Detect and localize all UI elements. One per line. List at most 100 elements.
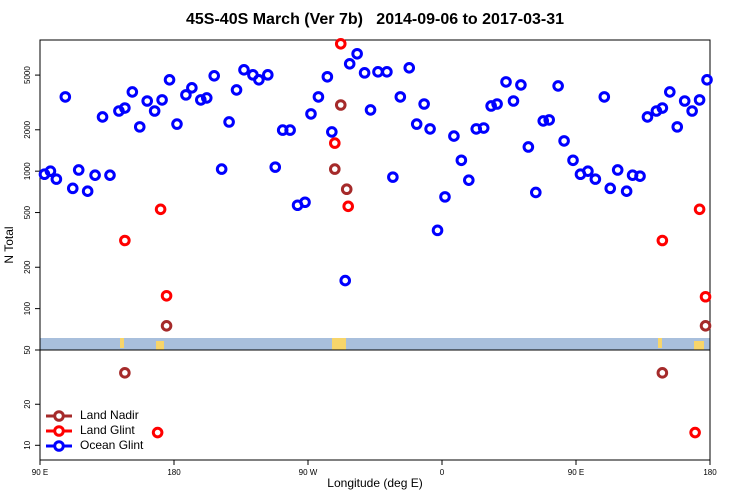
point bbox=[334, 99, 347, 111]
x-tick-label: 90 W bbox=[299, 468, 318, 477]
point bbox=[156, 94, 168, 106]
point bbox=[515, 79, 527, 91]
point bbox=[339, 274, 352, 287]
point bbox=[148, 105, 161, 117]
point bbox=[326, 126, 338, 138]
point bbox=[418, 98, 430, 110]
y-tick-label: 100 bbox=[23, 301, 32, 315]
plot-frame-bottom bbox=[39, 349, 711, 461]
point bbox=[686, 105, 698, 117]
point bbox=[567, 154, 579, 167]
point bbox=[89, 169, 101, 181]
y-tick-label: 1000 bbox=[23, 162, 32, 180]
land-strip bbox=[40, 338, 710, 350]
point bbox=[215, 163, 228, 175]
point bbox=[589, 173, 602, 185]
point bbox=[59, 91, 72, 103]
legend-marker bbox=[53, 410, 65, 422]
point bbox=[448, 130, 460, 142]
point bbox=[126, 86, 139, 98]
point bbox=[343, 58, 356, 70]
y-tick-label: 5000 bbox=[23, 66, 32, 84]
point bbox=[180, 89, 192, 101]
point bbox=[507, 95, 520, 107]
point bbox=[522, 141, 535, 153]
x-tick-label: 180 bbox=[703, 468, 717, 477]
x-tick-label: 0 bbox=[440, 468, 445, 477]
point bbox=[439, 191, 451, 203]
point bbox=[334, 37, 347, 50]
point bbox=[699, 319, 712, 332]
point bbox=[485, 100, 497, 112]
point bbox=[238, 64, 250, 76]
point bbox=[656, 367, 669, 379]
point bbox=[387, 171, 399, 183]
point bbox=[230, 84, 243, 96]
point bbox=[500, 76, 512, 88]
point bbox=[186, 82, 198, 94]
point bbox=[634, 170, 646, 182]
point bbox=[104, 169, 116, 181]
y-tick-label: 500 bbox=[23, 205, 32, 219]
x-tick-label: 90 E bbox=[32, 468, 48, 477]
point bbox=[151, 426, 164, 439]
x-tick-label: 180 bbox=[167, 468, 181, 477]
point bbox=[656, 102, 669, 114]
point bbox=[223, 116, 235, 128]
x-axis-label: Longitude (deg E) bbox=[327, 476, 422, 490]
point bbox=[693, 203, 706, 216]
x-tick-label: 90 E bbox=[568, 468, 584, 477]
point bbox=[119, 234, 131, 247]
point bbox=[329, 163, 341, 175]
point bbox=[351, 47, 363, 60]
point bbox=[163, 74, 176, 86]
point bbox=[381, 66, 393, 78]
y-axis-label: N Total bbox=[2, 226, 16, 263]
legend-marker bbox=[53, 440, 65, 452]
point bbox=[299, 196, 311, 209]
point bbox=[403, 61, 416, 74]
point bbox=[410, 118, 423, 130]
point bbox=[641, 111, 654, 123]
point bbox=[141, 95, 153, 107]
point bbox=[477, 122, 490, 134]
point bbox=[262, 69, 274, 81]
legend-label: Ocean Glint bbox=[80, 438, 144, 452]
point bbox=[253, 74, 265, 86]
y-tick-label: 2000 bbox=[23, 120, 32, 138]
point bbox=[321, 70, 334, 83]
point bbox=[598, 91, 611, 103]
point bbox=[491, 98, 503, 110]
point bbox=[160, 289, 173, 302]
chart-title: 45S-40S March (Ver 7b) 2014-09-06 to 201… bbox=[186, 11, 564, 28]
point bbox=[671, 121, 684, 133]
point bbox=[200, 92, 213, 104]
point bbox=[431, 224, 444, 237]
point bbox=[96, 111, 109, 123]
point bbox=[699, 290, 712, 303]
point bbox=[171, 118, 183, 130]
point bbox=[552, 80, 564, 92]
point bbox=[394, 91, 407, 103]
point bbox=[195, 94, 207, 106]
point bbox=[284, 124, 296, 136]
point bbox=[664, 86, 676, 98]
legend-label: Land Glint bbox=[80, 423, 135, 437]
point bbox=[678, 95, 691, 107]
point bbox=[689, 426, 701, 439]
point bbox=[604, 182, 617, 195]
point bbox=[455, 154, 468, 167]
point bbox=[160, 319, 173, 332]
point bbox=[44, 165, 57, 177]
point bbox=[72, 164, 85, 176]
point bbox=[537, 115, 550, 127]
point bbox=[530, 186, 542, 199]
y-tick-label: 20 bbox=[23, 399, 32, 408]
point bbox=[66, 182, 79, 195]
legend-label: Land Nadir bbox=[80, 408, 139, 422]
point bbox=[312, 91, 325, 103]
point bbox=[463, 174, 475, 186]
point bbox=[582, 165, 594, 177]
point bbox=[81, 185, 94, 197]
